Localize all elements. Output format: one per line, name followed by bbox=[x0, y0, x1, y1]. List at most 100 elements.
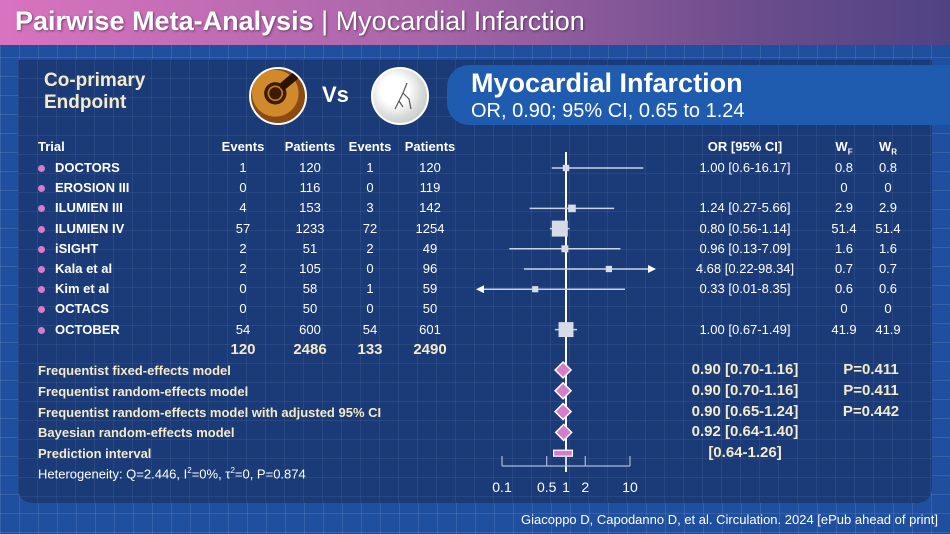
summary-label: Bayesian random-effects model bbox=[38, 425, 235, 440]
table-row: Kim et al 0 58 1 59 0.33 [0.01-8.35] 0.6 0.6 bbox=[0, 279, 950, 299]
summary-pill-title: Myocardial Infarction bbox=[471, 68, 743, 99]
summary-row: Frequentist random-effects model 0.90 [0.… bbox=[0, 382, 950, 402]
events-angio: 0 bbox=[347, 180, 393, 195]
table-row: Kala et al 2 105 0 96 4.68 [0.22-98.34] 0.7 0.7 bbox=[0, 259, 950, 279]
total-events-angio: 133 bbox=[347, 341, 393, 358]
trial-name: Kala et al bbox=[55, 261, 112, 276]
patients-angio: 1254 bbox=[402, 221, 458, 236]
patients-angio: 59 bbox=[402, 281, 458, 296]
table-row: OCTACS 0 50 0 50 0 0 bbox=[0, 299, 950, 319]
events-oct: 0 bbox=[220, 301, 266, 316]
bullet-dot bbox=[38, 327, 45, 334]
weight-random: 0.8 bbox=[872, 160, 904, 175]
table-row: DOCTORS 1 120 1 120 1.00 [0.6-16.17] 0.8 0.8 bbox=[0, 158, 950, 178]
table-row: EROSION III 0 116 0 119 0 0 bbox=[0, 178, 950, 198]
events-angio: 2 bbox=[347, 241, 393, 256]
summary-or-ci: 0.90 [0.70-1.16] bbox=[670, 382, 820, 399]
summary-label: Frequentist random-effects model with ad… bbox=[38, 405, 381, 420]
hetero-mid: =0%, τ bbox=[192, 466, 231, 481]
total-patients-oct: 2486 bbox=[284, 341, 336, 358]
summary-p-value: P=0.411 bbox=[836, 382, 906, 399]
patients-oct: 50 bbox=[284, 301, 336, 316]
patients-oct: 120 bbox=[284, 160, 336, 175]
events-oct: 2 bbox=[220, 261, 266, 276]
page-title: Pairwise Meta-Analysis | Myocardial Infa… bbox=[15, 6, 585, 37]
weight-random: 1.6 bbox=[872, 241, 904, 256]
bullet-dot bbox=[38, 205, 45, 212]
header-wf-sub: F bbox=[848, 148, 853, 157]
table-row: ILUMIEN IV 57 1233 72 1254 0.80 [0.56-1.14] 51… bbox=[0, 219, 950, 239]
or-ci: 4.68 [0.22-98.34] bbox=[690, 261, 800, 276]
header-wr-main: W bbox=[879, 139, 891, 154]
weight-fixed: 2.9 bbox=[828, 200, 860, 215]
events-oct: 1 bbox=[220, 160, 266, 175]
trial-name: EROSION III bbox=[55, 180, 129, 195]
trial-name: OCTOBER bbox=[55, 322, 120, 337]
bullet-dot bbox=[38, 286, 45, 293]
citation: Giacoppo D, Capodanno D, et al. Circulat… bbox=[521, 512, 938, 527]
summary-p-value: P=0.411 bbox=[836, 361, 906, 378]
header-patients-angio: Patients bbox=[402, 139, 458, 154]
bullet-dot bbox=[38, 266, 45, 273]
total-events-oct: 120 bbox=[220, 341, 266, 358]
summary-pill-subtitle: OR, 0.90; 95% CI, 0.65 to 1.24 bbox=[471, 100, 745, 123]
patients-oct: 58 bbox=[284, 281, 336, 296]
header-events-angio: Events bbox=[347, 139, 393, 154]
total-patients-angio: 2490 bbox=[402, 341, 458, 358]
patients-angio: 50 bbox=[402, 301, 458, 316]
summary-or-ci: 0.92 [0.64-1.40] bbox=[670, 423, 820, 440]
patients-angio: 120 bbox=[402, 160, 458, 175]
totals-row: 120 2486 133 2490 bbox=[0, 341, 950, 361]
header-patients-oct: Patients bbox=[282, 139, 338, 154]
page-title-bold: Pairwise Meta-Analysis bbox=[15, 6, 314, 36]
patients-angio: 49 bbox=[402, 241, 458, 256]
endpoint-label: Co-primary Endpoint bbox=[44, 70, 145, 114]
summary-row: Bayesian random-effects model 0.92 [0.64-… bbox=[0, 423, 950, 443]
summary-row: Prediction interval [0.64-1.26] bbox=[0, 444, 950, 464]
header-bar: Pairwise Meta-Analysis | Myocardial Infa… bbox=[0, 0, 950, 45]
patients-oct: 51 bbox=[284, 241, 336, 256]
events-angio: 0 bbox=[347, 301, 393, 316]
or-ci: 1.24 [0.27-5.66] bbox=[690, 200, 800, 215]
weight-random: 0.7 bbox=[872, 261, 904, 276]
weight-random: 0.6 bbox=[872, 281, 904, 296]
patients-angio: 96 bbox=[402, 261, 458, 276]
weight-fixed: 0.7 bbox=[828, 261, 860, 276]
or-ci: 0.80 [0.56-1.14] bbox=[690, 221, 800, 236]
patients-oct: 1233 bbox=[284, 221, 336, 236]
endpoint-line2: Endpoint bbox=[44, 92, 145, 114]
header-wf-main: W bbox=[835, 139, 847, 154]
header-or-ci: OR [95% CI] bbox=[690, 139, 800, 154]
page-title-topic: Myocardial Infarction bbox=[336, 6, 585, 36]
weight-fixed: 0 bbox=[828, 180, 860, 195]
events-oct: 54 bbox=[220, 322, 266, 337]
patients-oct: 153 bbox=[284, 200, 336, 215]
summary-label: Frequentist fixed-effects model bbox=[38, 363, 231, 378]
trial-name: ILUMIEN IV bbox=[55, 221, 124, 236]
summary-or-ci: [0.64-1.26] bbox=[670, 444, 820, 461]
events-oct: 57 bbox=[220, 221, 266, 236]
bullet-dot bbox=[38, 226, 45, 233]
trial-name: Kim et al bbox=[55, 281, 109, 296]
weight-random: 2.9 bbox=[872, 200, 904, 215]
weight-random: 0 bbox=[872, 301, 904, 316]
trial-name: ILUMIEN III bbox=[55, 200, 123, 215]
weight-fixed: 1.6 bbox=[828, 241, 860, 256]
weight-fixed: 0 bbox=[828, 301, 860, 316]
summary-row: Frequentist random-effects model with ad… bbox=[0, 403, 950, 423]
angiography-image-icon bbox=[371, 67, 429, 125]
bullet-dot bbox=[38, 246, 45, 253]
endpoint-line1: Co-primary bbox=[44, 70, 145, 92]
events-angio: 54 bbox=[347, 322, 393, 337]
events-angio: 0 bbox=[347, 261, 393, 276]
summary-label: Prediction interval bbox=[38, 446, 151, 461]
or-ci: 1.00 [0.6-16.17] bbox=[690, 160, 800, 175]
patients-angio: 119 bbox=[402, 180, 458, 195]
header-weight-random: WR bbox=[872, 139, 904, 157]
summary-label: Frequentist random-effects model bbox=[38, 384, 248, 399]
weight-random: 0 bbox=[872, 180, 904, 195]
header-trial: Trial bbox=[38, 139, 65, 154]
summary-or-ci: 0.90 [0.70-1.16] bbox=[670, 361, 820, 378]
weight-random: 41.9 bbox=[872, 322, 904, 337]
weight-random: 51.4 bbox=[872, 221, 904, 236]
